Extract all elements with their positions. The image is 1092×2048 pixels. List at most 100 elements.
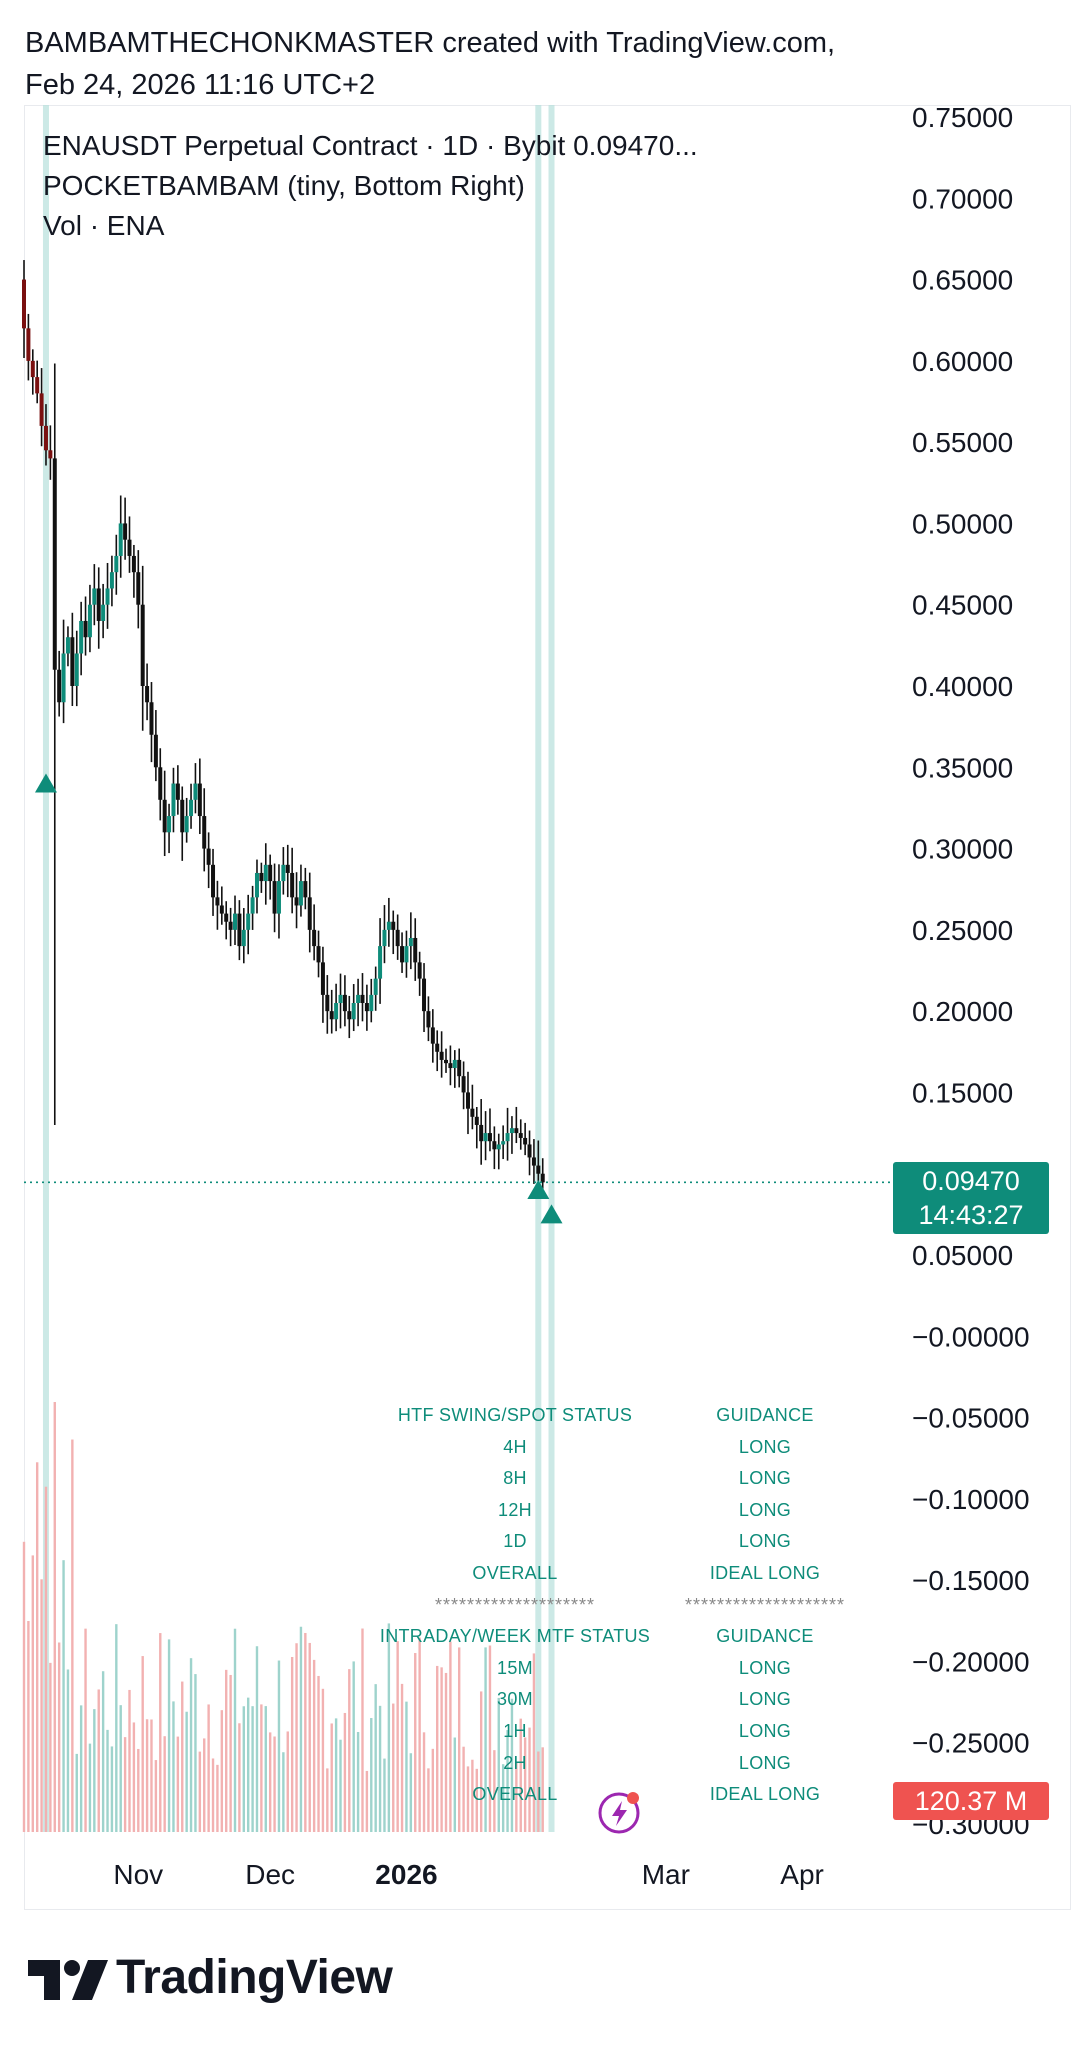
volume-bar bbox=[370, 1718, 373, 1832]
status-guidance: GUIDANCE bbox=[716, 1626, 814, 1647]
volume-bar bbox=[418, 1637, 421, 1832]
volume-bar bbox=[115, 1624, 118, 1832]
volume-bar bbox=[317, 1675, 320, 1832]
y-tick-label: −0.05000 bbox=[912, 1403, 1030, 1434]
status-guidance: LONG bbox=[738, 1531, 792, 1552]
volume-bar bbox=[154, 1760, 158, 1832]
status-label: 8H bbox=[503, 1468, 527, 1489]
y-tick-label: 0.75000 bbox=[912, 102, 1013, 133]
volume-legend[interactable]: Vol · ENA bbox=[43, 210, 165, 241]
volume-bar bbox=[528, 1727, 531, 1832]
volume-bar bbox=[414, 1653, 417, 1832]
volume-bar bbox=[475, 1768, 478, 1832]
status-label: HTF SWING/SPOT STATUS bbox=[397, 1405, 633, 1425]
volume-bar bbox=[97, 1689, 100, 1832]
candle-body bbox=[518, 1133, 523, 1138]
volume-bar bbox=[422, 1732, 426, 1832]
candle-body bbox=[303, 881, 308, 898]
status-row: 4H LONG bbox=[360, 1437, 860, 1469]
volume-bar bbox=[101, 1671, 105, 1832]
volume-bar bbox=[343, 1712, 347, 1832]
candle-body bbox=[540, 1173, 545, 1183]
candle-body bbox=[483, 1133, 488, 1142]
volume-bar bbox=[365, 1770, 369, 1832]
volume-bar bbox=[392, 1703, 395, 1832]
candle-body bbox=[26, 328, 31, 361]
candle-body bbox=[70, 637, 75, 686]
volume-bar bbox=[255, 1646, 259, 1832]
volume-bar bbox=[75, 1753, 78, 1832]
candle-body bbox=[114, 555, 119, 573]
volume-bar bbox=[436, 1665, 439, 1832]
chart-frame[interactable] bbox=[24, 105, 1071, 1910]
volume-bar bbox=[246, 1697, 250, 1832]
volume-bar bbox=[497, 1697, 500, 1832]
candle-body bbox=[298, 881, 303, 906]
candle-body bbox=[281, 864, 286, 882]
y-tick-label: 0.45000 bbox=[912, 590, 1013, 621]
status-label: 12H bbox=[498, 1499, 532, 1520]
volume-bar bbox=[176, 1736, 180, 1832]
candle-body bbox=[373, 978, 378, 995]
x-tick-label: Nov bbox=[113, 1859, 163, 1890]
author-line: BAMBAMTHECHONKMASTER created with Tradin… bbox=[25, 27, 836, 59]
candle-body bbox=[127, 539, 132, 556]
candle-body bbox=[509, 1128, 514, 1134]
volume-bar bbox=[62, 1560, 65, 1832]
candle-body bbox=[294, 897, 299, 906]
candle-body bbox=[171, 783, 176, 817]
volume-bar bbox=[225, 1669, 228, 1832]
volume-bar bbox=[488, 1645, 492, 1832]
volume-bar bbox=[519, 1718, 522, 1832]
status-row: 1H LONG bbox=[360, 1721, 860, 1753]
status-guidance: LONG bbox=[738, 1657, 792, 1678]
indicator-legend[interactable]: POCKETBAMBAM (tiny, Bottom Right) bbox=[43, 170, 525, 201]
volume-bar bbox=[462, 1746, 465, 1832]
candle-body bbox=[43, 425, 48, 451]
candle-body bbox=[422, 978, 427, 1012]
tradingview-brand: TradingView bbox=[116, 1951, 393, 2004]
volume-bar bbox=[444, 1672, 448, 1832]
signal-marker-line bbox=[42, 105, 49, 1832]
candle-body bbox=[523, 1137, 528, 1145]
volume-bar bbox=[233, 1628, 237, 1832]
volume-bar bbox=[453, 1737, 457, 1832]
candle-body bbox=[215, 897, 220, 906]
signal-marker-line bbox=[535, 105, 542, 1832]
volume-bar bbox=[304, 1632, 307, 1832]
y-tick-label: 0.40000 bbox=[912, 671, 1013, 702]
x-tick-label: Dec bbox=[245, 1859, 295, 1890]
lightning-icon[interactable] bbox=[597, 1787, 645, 1835]
status-row: 2H LONG bbox=[360, 1753, 860, 1785]
symbol-legend[interactable]: ENAUSDT Perpetual Contract · 1D · Bybit … bbox=[43, 130, 698, 161]
candle-body bbox=[531, 1157, 536, 1166]
volume-bar bbox=[383, 1758, 386, 1832]
volume-bar bbox=[466, 1766, 470, 1832]
volume-bar bbox=[123, 1737, 127, 1832]
volume-bar bbox=[378, 1705, 382, 1832]
bar-countdown: 14:43:27 bbox=[918, 1200, 1024, 1230]
status-row: 15M LONG bbox=[360, 1658, 860, 1690]
candle-body bbox=[246, 913, 251, 930]
candle-body bbox=[202, 816, 207, 849]
volume-bar bbox=[49, 1662, 52, 1832]
volume-bar bbox=[57, 1642, 61, 1832]
candle-body bbox=[228, 921, 233, 930]
status-guidance: IDEAL LONG bbox=[709, 1563, 821, 1583]
volume-bar bbox=[493, 1750, 496, 1832]
volume-bar bbox=[532, 1653, 536, 1832]
volume-bar bbox=[22, 1541, 26, 1832]
status-row: 8H LONG bbox=[360, 1468, 860, 1500]
volume-bar bbox=[510, 1698, 514, 1832]
volume-bar bbox=[185, 1711, 188, 1832]
status-label: OVERALL bbox=[472, 1563, 558, 1583]
candle-body bbox=[448, 1063, 453, 1069]
status-guidance: IDEAL LONG bbox=[709, 1784, 821, 1805]
volume-bar bbox=[53, 1402, 56, 1832]
volume-bar bbox=[523, 1737, 527, 1832]
candle-body bbox=[501, 1141, 506, 1145]
volume-bar bbox=[79, 1705, 83, 1832]
candle-body bbox=[369, 994, 374, 1012]
volume-bar bbox=[189, 1658, 193, 1832]
